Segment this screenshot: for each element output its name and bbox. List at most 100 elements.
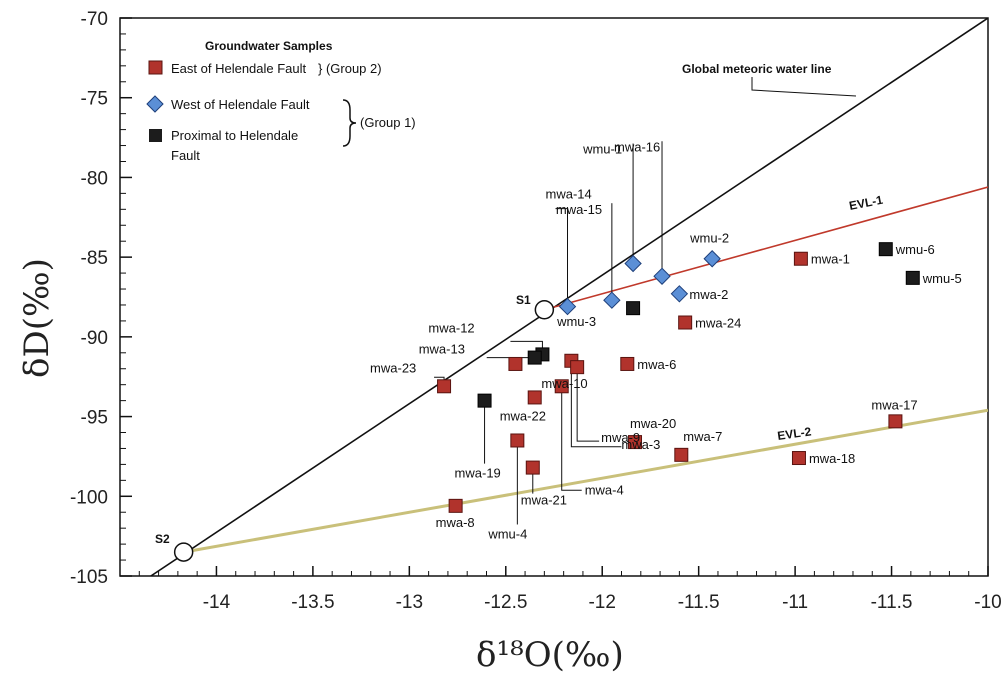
point-mwa-21 (525, 460, 540, 475)
endpoint-s2 (173, 542, 194, 562)
x-tick-label: -12 (588, 592, 615, 613)
y-axis-title: δD(‰) (17, 258, 57, 378)
label-mwa-14: mwa-14 (546, 187, 592, 202)
point-mwa-17 (888, 414, 903, 429)
label-wmu-4: wmu-4 (487, 526, 527, 541)
label-mwa-7: mwa-7 (683, 429, 722, 444)
y-tick-label: -80 (81, 168, 108, 189)
x-tick-label: -11.5 (678, 592, 720, 613)
label-wmu-5: wmu-5 (922, 271, 962, 286)
point-mwa-24 (678, 315, 693, 330)
y-tick-label: -70 (81, 9, 108, 30)
label-mwa-23: mwa-23 (370, 360, 416, 375)
point-mwa-9 (570, 360, 585, 375)
point-wmu-5 (905, 270, 920, 285)
x-tick-label: -14 (203, 592, 231, 613)
y-tick-label: -100 (70, 487, 108, 508)
legend-group1-brace (342, 99, 357, 147)
point-mwa-10 (508, 356, 523, 371)
endpoint-s1 (534, 300, 555, 320)
s2-label: S2 (155, 532, 170, 546)
leader-mwa-3 (570, 360, 622, 448)
gmwl-leader (751, 77, 857, 97)
point-mwa-7 (674, 447, 689, 462)
label-mwa-12: mwa-12 (428, 320, 474, 335)
label-mwa-16: mwa-16 (614, 139, 660, 154)
legend-group2: } (Group 2) (318, 61, 382, 76)
point-wmu-6 (878, 242, 893, 257)
point-mwa-23 (437, 379, 452, 394)
data-points (173, 242, 920, 562)
evl1-label: EVL-1 (848, 193, 884, 213)
point-wmu-2 (703, 250, 721, 268)
x-tick-label: -12.5 (484, 592, 527, 613)
label-mwa-10: mwa-10 (541, 376, 587, 391)
legend-label-east: East of Helendale Fault (171, 61, 307, 76)
label-mwa-8: mwa-8 (436, 515, 475, 530)
point-wmu-1 (624, 254, 642, 273)
label-mwa-3: mwa-3 (621, 437, 660, 452)
y-tick-label: -105 (70, 567, 108, 588)
label-mwa-24: mwa-24 (695, 316, 741, 331)
label-mwa-19: mwa-19 (455, 466, 501, 481)
label-mwa-22: mwa-22 (500, 408, 546, 423)
point-mwa-19 (477, 393, 492, 408)
plot-border (119, 17, 989, 577)
label-mwa-20: mwa-20 (630, 416, 676, 431)
line-labels: Global meteoric water line EVL-1 EVL-2 S… (155, 62, 884, 546)
evl2-label: EVL-2 (776, 424, 812, 443)
y-tick-label: -85 (81, 248, 108, 269)
evl1-line (544, 186, 988, 311)
x-tick-label: -11.5 (871, 592, 913, 613)
point-mwa-20 (628, 435, 643, 450)
label-mwa-4: mwa-4 (585, 482, 624, 497)
label-mwa-6: mwa-6 (637, 357, 676, 372)
y-tick-label: -90 (81, 328, 108, 349)
label-wmu-6: wmu-6 (895, 242, 935, 257)
legend-label-west: West of Helendale Fault (171, 97, 310, 112)
s1-label: S1 (516, 293, 531, 307)
label-mwa-2: mwa-2 (689, 287, 728, 302)
point-wmu-3 (626, 301, 641, 316)
label-mwa-21: mwa-21 (521, 493, 567, 508)
axis-ticks: -70 -75 -80 -85 -90 -95 -100 -105 -14 -13.5 -13 -12… (70, 9, 1002, 613)
label-wmu-2: wmu-2 (689, 231, 729, 246)
legend-title: Groundwater Samples (205, 39, 333, 53)
point-mwa-2 (670, 285, 689, 303)
plot-frame (119, 17, 989, 577)
point-mwa-14 (558, 297, 577, 316)
gmwl-line (150, 18, 988, 576)
point-mwa-16 (653, 267, 671, 285)
label-wmu-1: wmu-1 (582, 142, 622, 157)
point-mwa-15 (603, 291, 621, 309)
label-mwa-1: mwa-1 (811, 252, 850, 267)
label-leaders (434, 141, 663, 525)
label-mwa-17: mwa-17 (871, 397, 917, 412)
point-mwa-4 (554, 379, 569, 394)
reference-lines (150, 18, 988, 576)
point-wmu-4 (510, 433, 525, 448)
point-mwa-13 (527, 350, 542, 365)
gmwl-label: Global meteoric water line (682, 62, 832, 76)
x-tick-label: -10 (974, 592, 1001, 613)
evl2-line (183, 408, 988, 554)
legend: Groundwater Samples East of Helendale Fa… (146, 39, 416, 163)
legend-marker-east (148, 60, 163, 75)
legend-marker-west (146, 95, 164, 113)
y-tick-label: -75 (81, 89, 108, 110)
x-tick-label: -11 (782, 592, 808, 613)
label-mwa-13: mwa-13 (419, 342, 465, 357)
point-mwa-18 (791, 451, 806, 466)
point-mwa-6 (620, 356, 635, 371)
point-labels: mwa-1 mwa-24 mwa-6 mwa-20 mwa-7 mwa-17 mwa-18 m… (370, 139, 962, 541)
x-tick-label: -13.5 (291, 592, 334, 613)
label-mwa-9: mwa-9 (601, 430, 640, 445)
leader-mwa-9 (576, 367, 600, 442)
label-mwa-15: mwa-15 (556, 202, 602, 217)
label-wmu-3: wmu-3 (556, 314, 596, 329)
legend-label-proximal: Proximal to Helendale (171, 128, 298, 143)
x-tick-label: -13 (396, 592, 423, 613)
point-mwa-22 (527, 390, 542, 405)
y-tick-label: -95 (81, 408, 108, 429)
